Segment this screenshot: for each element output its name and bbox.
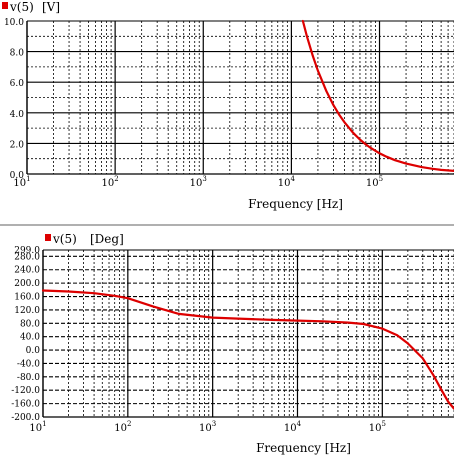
- y-tick-label: -120.0: [11, 386, 40, 396]
- legend-series: v(5): [9, 0, 34, 14]
- y-tick-label: 10.0: [4, 18, 24, 28]
- y-tick-label: 160.0: [14, 293, 40, 303]
- x-axis-label: Frequency [Hz]: [248, 197, 343, 211]
- x-tick-exponent: 1: [26, 175, 30, 183]
- x-axis-label: Frequency [Hz]: [256, 441, 351, 455]
- grid: [26, 20, 454, 175]
- x-tick-exponent: 3: [202, 175, 206, 183]
- x-tick-exponent: 4: [297, 420, 302, 428]
- x-tick-label: 103: [190, 175, 207, 189]
- x-tick-label: 101: [13, 175, 30, 189]
- legend-marker: [45, 234, 51, 241]
- x-tick-label: 104: [278, 175, 296, 189]
- legend-marker: [2, 2, 8, 9]
- y-tick-label: -200.0: [11, 413, 40, 423]
- x-tick-base: 10: [366, 178, 379, 189]
- y-tick-label: 299.0: [14, 246, 40, 256]
- y-tick-label: 0.0: [10, 171, 25, 181]
- x-tick-base: 10: [13, 178, 26, 189]
- y-tick-label: 240.0: [14, 266, 40, 276]
- y-tick-label: 2.0: [10, 140, 25, 150]
- y-tick-label: 280.0: [14, 252, 40, 262]
- x-tick-exponent: 2: [114, 175, 118, 183]
- legend-unit: [V]: [42, 0, 60, 14]
- x-tick-base: 10: [114, 423, 127, 434]
- x-tick-label: 101: [29, 420, 46, 434]
- x-tick-label: 104: [284, 420, 302, 434]
- legend-unit: [Deg]: [90, 232, 124, 246]
- y-tick-label: 40.0: [20, 333, 40, 343]
- series-line-phase: [41, 289, 454, 410]
- y-tick-label: -80.0: [17, 373, 40, 383]
- x-tick-exponent: 2: [127, 420, 131, 428]
- y-tick-label: -160.0: [11, 400, 40, 410]
- x-tick-exponent: 5: [381, 420, 385, 428]
- x-tick-exponent: 3: [212, 420, 216, 428]
- y-tick-label: 4.0: [10, 110, 25, 120]
- x-tick-base: 10: [102, 178, 115, 189]
- legend: v(5) [Deg]: [45, 232, 124, 246]
- x-tick-base: 10: [369, 423, 382, 434]
- y-tick-label: 200.0: [14, 279, 40, 289]
- y-tick-label: -40.0: [17, 359, 40, 369]
- x-tick-base: 10: [199, 423, 212, 434]
- x-tick-label: 103: [199, 420, 216, 434]
- x-tick-base: 10: [284, 423, 297, 434]
- x-tick-label: 105: [369, 420, 386, 434]
- series-line-magnitude: [301, 19, 454, 172]
- y-tick-label: 80.0: [20, 319, 40, 329]
- x-tick-exponent: 4: [291, 175, 296, 183]
- y-tick-label: 6.0: [10, 79, 25, 89]
- x-tick-label: 102: [102, 175, 119, 189]
- x-tick-exponent: 5: [379, 175, 383, 183]
- x-tick-label: 102: [114, 420, 131, 434]
- x-tick-exponent: 1: [42, 420, 46, 428]
- x-tick-base: 10: [29, 423, 42, 434]
- x-tick-base: 10: [190, 178, 203, 189]
- y-tick-label: 8.0: [10, 49, 25, 59]
- x-tick-base: 10: [278, 178, 291, 189]
- legend-series: v(5): [52, 232, 77, 246]
- y-tick-label: 0.0: [26, 346, 41, 356]
- x-tick-label: 105: [366, 175, 383, 189]
- legend: v(5) [V]: [2, 0, 60, 14]
- y-tick-label: 120.0: [14, 306, 40, 316]
